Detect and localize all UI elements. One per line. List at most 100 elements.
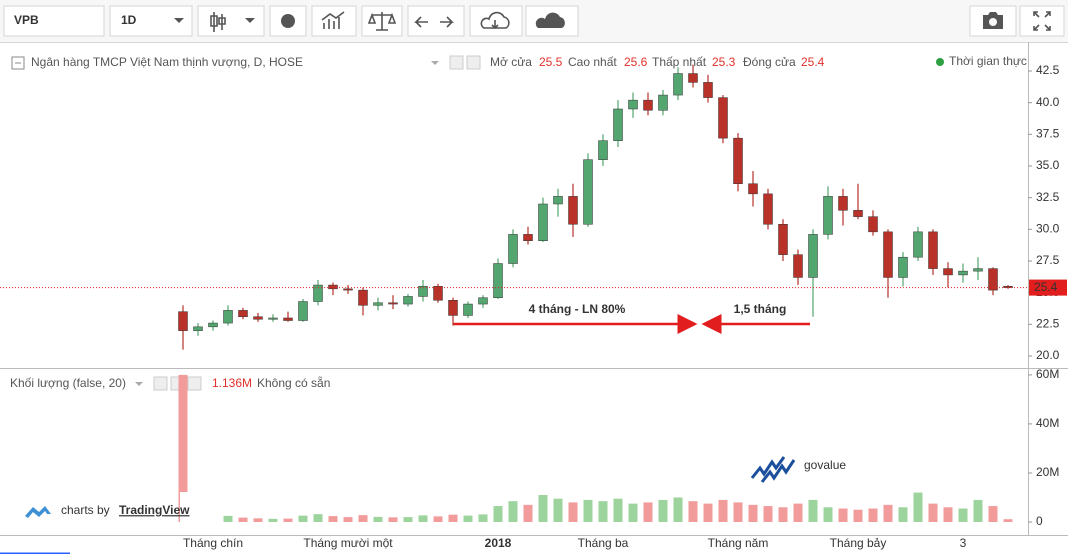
y-tick-label: 20.0 — [1036, 348, 1060, 362]
candle-body — [373, 302, 383, 306]
close-value: 25.4 — [801, 55, 825, 69]
chart-style-button[interactable] — [197, 5, 265, 37]
candle-icon[interactable] — [210, 12, 226, 32]
last-price-label: 25.4 — [1034, 280, 1058, 294]
candle-body — [778, 224, 788, 255]
candle-body — [808, 234, 818, 278]
cloud-load[interactable] — [469, 5, 523, 37]
credit: charts by — [61, 503, 110, 517]
volume-bar — [808, 499, 818, 523]
volume-last: 1.136M — [212, 376, 252, 390]
candle-body — [388, 302, 398, 305]
volume-bar — [478, 514, 488, 523]
annotation-text: 4 tháng - LN 80% — [529, 302, 626, 316]
volume-bar — [268, 518, 278, 523]
y-tick-label: 40M — [1036, 416, 1059, 430]
candle-body — [508, 234, 518, 264]
candle-body — [613, 108, 623, 141]
status: Thời gian thực — [949, 54, 1027, 68]
volume-bar — [988, 506, 998, 523]
candle-body — [853, 210, 863, 217]
candle-body — [628, 99, 638, 110]
volume-bar — [568, 502, 578, 523]
symbol[interactable]: VPB — [14, 13, 39, 27]
volume-bar — [253, 518, 263, 523]
volume-bar — [583, 499, 593, 523]
y-tick-label: 35.0 — [1036, 158, 1060, 172]
volume-bar — [673, 497, 683, 523]
candle-body — [253, 316, 263, 320]
candle-body — [403, 296, 413, 305]
settings-icon[interactable] — [281, 14, 295, 28]
dropdown-icon[interactable] — [245, 18, 255, 23]
volume-bar — [178, 374, 188, 523]
status-dot — [936, 58, 944, 66]
branding-bg — [180, 492, 220, 522]
volume-bar — [343, 517, 353, 523]
volume-dropdown[interactable] — [135, 382, 143, 386]
volume-bar — [523, 504, 533, 523]
x-tick-label: 2018 — [485, 536, 512, 550]
candle-body — [898, 256, 908, 278]
volume-bar — [793, 503, 803, 523]
candle-body — [988, 268, 998, 291]
volume-bar — [733, 502, 743, 523]
candle-body — [658, 94, 668, 111]
volume-bar — [763, 506, 773, 523]
cloud-save-icon[interactable] — [535, 12, 565, 28]
eye-icon[interactable] — [449, 55, 464, 70]
candle-body — [193, 326, 203, 331]
candle-body — [328, 284, 338, 290]
settings-small-icon[interactable] — [466, 55, 481, 70]
low-value: 25.3 — [712, 55, 736, 69]
symbol-box[interactable] — [3, 5, 105, 37]
last-price-tag — [1029, 279, 1067, 296]
volume-bar — [688, 501, 698, 523]
volume-close-icon[interactable] — [187, 376, 202, 391]
volume-title: Khối lượng (false, 20) — [10, 376, 126, 390]
brand-link[interactable]: TradingView — [119, 503, 190, 517]
compare-icon[interactable] — [367, 12, 397, 31]
candle-body — [973, 268, 983, 272]
volume-bar — [358, 515, 368, 523]
candle-body — [718, 97, 728, 139]
tradingview-icon — [25, 506, 51, 518]
dropdown-icon[interactable] — [174, 18, 184, 23]
undo-redo-icon[interactable] — [414, 16, 454, 28]
govalue-logo: govalue — [804, 458, 846, 472]
candle-body — [748, 183, 758, 195]
y-tick-label: 37.5 — [1036, 127, 1060, 141]
volume-bar — [643, 502, 653, 523]
interval[interactable]: 1D — [121, 13, 137, 27]
volume-bar — [943, 507, 953, 523]
volume-bar — [973, 499, 983, 523]
candle-body — [793, 254, 803, 278]
open-label: Mở cửa — [490, 55, 532, 69]
volume-note: Không có sẵn — [257, 375, 330, 390]
candle-body — [733, 137, 743, 184]
candle-body — [763, 193, 773, 225]
volume-bar — [298, 515, 308, 523]
candle-body — [943, 268, 953, 276]
x-tick-label: Tháng ba — [578, 536, 629, 550]
title-dropdown[interactable] — [431, 61, 439, 65]
volume-bar — [613, 498, 623, 523]
candle-body — [283, 317, 293, 321]
x-tick-label: Tháng mười một — [303, 536, 393, 550]
candle-body — [538, 203, 548, 241]
volume-bar — [238, 517, 248, 523]
volume-eye-icon[interactable] — [153, 376, 168, 391]
cloud-load-icon[interactable] — [480, 11, 510, 30]
volume-bar — [823, 507, 833, 523]
candle-body — [928, 231, 938, 269]
volume-bar — [658, 499, 668, 523]
fullscreen-button[interactable] — [1019, 5, 1065, 37]
candle-body — [688, 73, 698, 83]
camera-lens[interactable] — [989, 18, 997, 26]
indicators-icon[interactable] — [321, 11, 345, 29]
y-tick-label: 30.0 — [1036, 221, 1060, 235]
candle-body — [418, 286, 428, 297]
collapse-icon[interactable] — [11, 56, 25, 70]
fullscreen-icon[interactable] — [1033, 11, 1051, 31]
